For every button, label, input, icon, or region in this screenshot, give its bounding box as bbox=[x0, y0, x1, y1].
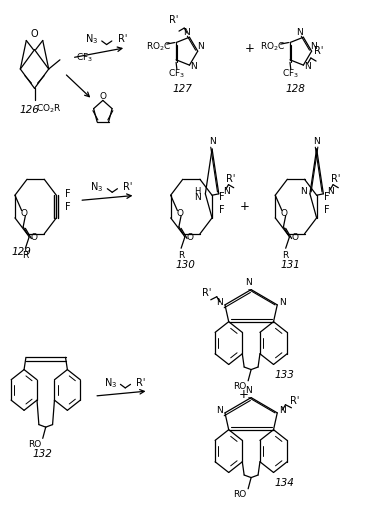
Text: +: + bbox=[244, 42, 254, 55]
Text: N: N bbox=[197, 42, 204, 50]
Text: R': R' bbox=[169, 15, 179, 25]
Text: N: N bbox=[209, 138, 215, 146]
Text: R': R' bbox=[136, 378, 146, 388]
Text: N: N bbox=[327, 187, 334, 196]
Text: CF$_3$: CF$_3$ bbox=[282, 68, 299, 80]
Text: R': R' bbox=[290, 396, 300, 406]
Text: O: O bbox=[99, 92, 106, 100]
Text: O: O bbox=[176, 209, 183, 217]
Text: R': R' bbox=[123, 182, 132, 192]
Text: O: O bbox=[291, 233, 298, 242]
Text: N: N bbox=[190, 62, 197, 71]
Text: F: F bbox=[324, 204, 329, 215]
Text: N$_3$: N$_3$ bbox=[103, 376, 117, 390]
Text: CF$_3$: CF$_3$ bbox=[168, 68, 185, 80]
Text: 128: 128 bbox=[286, 84, 306, 94]
Text: N: N bbox=[300, 187, 307, 196]
Text: O: O bbox=[186, 233, 194, 242]
Text: R': R' bbox=[202, 288, 212, 298]
Text: R: R bbox=[22, 251, 28, 260]
Text: N: N bbox=[246, 386, 252, 395]
Text: N: N bbox=[310, 42, 317, 50]
Text: 131: 131 bbox=[280, 260, 300, 270]
Text: N$_3$: N$_3$ bbox=[91, 180, 103, 194]
Text: RO: RO bbox=[28, 440, 41, 449]
Text: N: N bbox=[304, 62, 310, 71]
Text: CO$_2$R: CO$_2$R bbox=[36, 102, 62, 115]
Text: CF$_3$: CF$_3$ bbox=[75, 52, 92, 64]
Text: N: N bbox=[313, 138, 320, 146]
Text: R': R' bbox=[331, 174, 340, 183]
Text: O: O bbox=[281, 209, 288, 217]
Text: 134: 134 bbox=[274, 478, 294, 488]
Text: N: N bbox=[216, 298, 222, 307]
Text: R: R bbox=[283, 251, 289, 260]
Text: O: O bbox=[31, 233, 38, 242]
Text: R: R bbox=[178, 251, 184, 260]
Text: RO: RO bbox=[233, 490, 247, 500]
Text: N: N bbox=[183, 28, 190, 37]
Text: R': R' bbox=[314, 46, 324, 56]
Text: +: + bbox=[240, 200, 250, 213]
Text: 126: 126 bbox=[20, 105, 39, 115]
Text: N: N bbox=[279, 298, 286, 307]
Text: F: F bbox=[65, 201, 71, 212]
Text: F: F bbox=[65, 190, 71, 199]
Text: +: + bbox=[239, 387, 249, 401]
Text: N: N bbox=[194, 194, 200, 202]
Text: F: F bbox=[219, 204, 225, 215]
Text: O: O bbox=[20, 209, 27, 217]
Text: N: N bbox=[296, 28, 303, 37]
Text: 132: 132 bbox=[32, 449, 52, 459]
Text: F: F bbox=[219, 193, 225, 202]
Text: R': R' bbox=[118, 35, 127, 44]
Text: 129: 129 bbox=[11, 247, 31, 258]
Text: 127: 127 bbox=[172, 84, 192, 94]
Text: F: F bbox=[324, 193, 329, 202]
Text: R': R' bbox=[226, 174, 236, 183]
Text: RO$_2$C: RO$_2$C bbox=[260, 40, 285, 53]
Text: O: O bbox=[31, 29, 38, 39]
Text: 133: 133 bbox=[274, 370, 294, 380]
Text: N: N bbox=[216, 406, 222, 415]
Text: RO: RO bbox=[233, 383, 247, 391]
Text: RO$_2$C: RO$_2$C bbox=[146, 40, 172, 53]
Text: N$_3$: N$_3$ bbox=[85, 32, 98, 46]
Text: 130: 130 bbox=[176, 260, 196, 270]
Text: N: N bbox=[223, 187, 230, 196]
Text: N: N bbox=[279, 406, 286, 415]
Text: N: N bbox=[246, 278, 252, 287]
Text: H: H bbox=[194, 187, 200, 196]
